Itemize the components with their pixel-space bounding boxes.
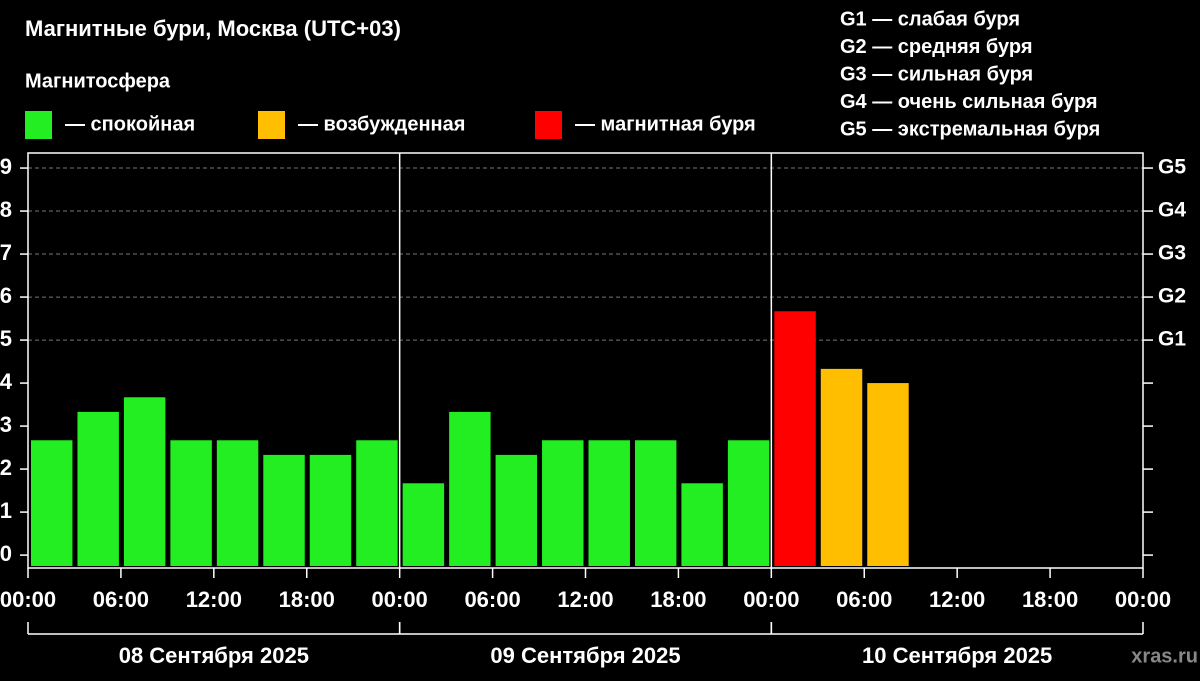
bar [495,454,538,566]
legend-label: — спокойная [65,113,195,135]
legend-swatch [535,111,562,139]
y2-tick-label: G3 [1158,242,1186,265]
bar [263,454,305,566]
watermark: xras.ru [1131,645,1198,667]
x-tick-label: 12:00 [557,587,613,612]
bar [820,368,863,566]
x-tick-label: 18:00 [1022,587,1078,612]
y-tick-label: 6 [0,283,12,308]
y-tick-label: 1 [0,498,12,523]
x-tick-label: 18:00 [279,587,335,612]
bar [588,440,630,566]
x-tick-label: 06:00 [836,587,892,612]
x-tick-label: 06:00 [464,587,520,612]
storm-scale-label: G5 — экстремальная буря [840,118,1100,140]
chart-title: Магнитные бури, Москва (UTC+03) [25,16,401,41]
x-tick-label: 00:00 [743,587,799,612]
x-tick-label: 12:00 [186,587,242,612]
y2-tick-label: G2 [1158,285,1186,308]
day-label: 10 Сентября 2025 [862,643,1052,668]
bar [449,411,491,566]
legend-title: Магнитосфера [25,70,171,92]
bar [216,440,259,566]
y-tick-label: 8 [0,197,12,222]
legend-label: — возбужденная [298,113,465,135]
bar [123,397,166,566]
storm-scale-label: G1 — слабая буря [840,8,1020,30]
x-tick-label: 00:00 [0,587,56,612]
y-tick-label: 9 [0,154,12,179]
storm-scale-label: G2 — средняя буря [840,36,1033,58]
x-tick-label: 00:00 [1115,587,1171,612]
x-tick-label: 06:00 [93,587,149,612]
y2-tick-label: G5 [1158,156,1186,179]
bar [402,483,445,566]
legend-swatch [258,111,285,139]
bar [867,383,909,566]
x-tick-label: 18:00 [650,587,706,612]
bar [634,440,677,566]
bar [681,483,723,566]
bar [774,311,816,566]
bar [356,440,398,566]
x-tick-label: 12:00 [929,587,985,612]
day-label: 08 Сентября 2025 [119,643,309,668]
y-tick-label: 5 [0,326,12,351]
y-tick-label: 4 [0,369,13,394]
legend-label: — магнитная буря [575,113,756,135]
bar [542,440,584,566]
y-tick-label: 0 [0,541,12,566]
y-tick-label: 7 [0,240,12,265]
y2-tick-label: G1 [1158,328,1186,351]
day-label: 09 Сентября 2025 [490,643,680,668]
bar [31,440,73,566]
bar [727,440,770,566]
bar [77,411,119,566]
bar [170,440,212,566]
storm-scale-label: G4 — очень сильная буря [840,91,1098,113]
y2-tick-label: G4 [1158,199,1186,222]
y-tick-label: 3 [0,412,12,437]
legend-swatch [25,111,52,139]
bar [309,454,352,566]
x-tick-label: 00:00 [372,587,428,612]
storm-scale-label: G3 — сильная буря [840,63,1033,85]
y-tick-label: 2 [0,455,12,480]
